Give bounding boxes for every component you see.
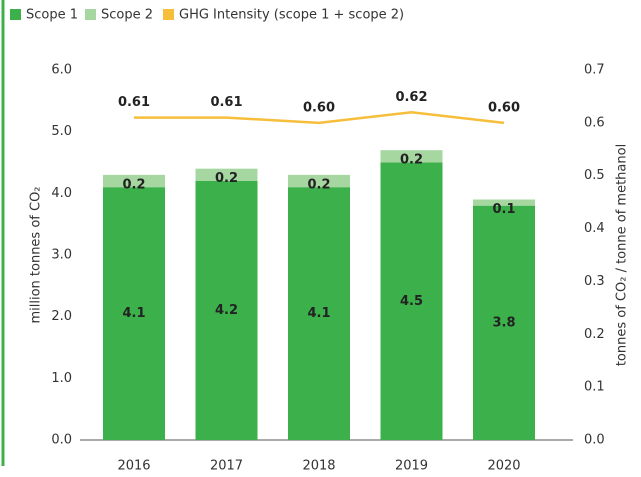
data-label: 0.2 bbox=[215, 171, 238, 186]
legend-swatch bbox=[163, 9, 174, 20]
x-tick-label: 2018 bbox=[302, 459, 335, 474]
y-tick-label: 1.0 bbox=[51, 371, 72, 386]
y2-tick-label: 0.7 bbox=[584, 63, 605, 78]
y-tick-label: 6.0 bbox=[51, 63, 72, 78]
legend-label: Scope 2 bbox=[101, 8, 153, 23]
y-tick-label: 5.0 bbox=[51, 124, 72, 139]
data-label: 0.61 bbox=[118, 95, 150, 110]
data-label: 0.62 bbox=[395, 90, 427, 105]
data-label: 0.2 bbox=[400, 153, 423, 168]
y-tick-label: 3.0 bbox=[51, 248, 72, 263]
y2-tick-label: 0.5 bbox=[584, 168, 605, 183]
y-tick-label: 0.0 bbox=[51, 433, 72, 448]
data-label: 0.1 bbox=[492, 202, 515, 217]
bar-segment bbox=[195, 168, 258, 181]
data-label: 0.2 bbox=[122, 177, 145, 192]
y2-axis-label: tonnes of CO₂ / tonne of methanol bbox=[615, 144, 630, 366]
x-tick-label: 2016 bbox=[117, 459, 150, 474]
bar-segment bbox=[380, 162, 443, 440]
line bbox=[134, 111, 505, 125]
bar-segment bbox=[473, 199, 535, 206]
legend-swatch bbox=[10, 9, 21, 20]
y2-tick-label: 0.6 bbox=[584, 115, 605, 130]
y2-tick-label: 0.1 bbox=[584, 380, 605, 395]
bar-segment bbox=[103, 174, 165, 188]
data-label: 0.61 bbox=[210, 95, 242, 110]
y-tick-label: 4.0 bbox=[51, 186, 72, 201]
data-label: 4.1 bbox=[122, 306, 145, 321]
y-axis-label: million tonnes of CO₂ bbox=[29, 186, 44, 323]
bar-segment bbox=[380, 150, 443, 163]
bar-segment bbox=[103, 187, 165, 440]
data-label: 0.2 bbox=[307, 177, 330, 192]
data-label: 4.5 bbox=[400, 294, 423, 309]
y2-tick-label: 0.4 bbox=[584, 221, 605, 236]
legend-label: Scope 1 bbox=[26, 8, 78, 23]
bar-segment bbox=[288, 174, 350, 188]
y2-tick-label: 0.2 bbox=[584, 327, 605, 342]
data-label: 0.60 bbox=[488, 100, 520, 115]
legend-swatch bbox=[85, 9, 96, 20]
x-tick-label: 2017 bbox=[210, 459, 243, 474]
y2-tick-label: 0.3 bbox=[584, 274, 605, 289]
data-label: 3.8 bbox=[492, 315, 515, 330]
bar-segment bbox=[473, 205, 535, 440]
x-tick-label: 2020 bbox=[487, 459, 520, 474]
bar-segment bbox=[195, 181, 258, 440]
legend-label: GHG Intensity (scope 1 + scope 2) bbox=[179, 8, 404, 23]
y-tick-label: 2.0 bbox=[51, 309, 72, 324]
data-label: 4.2 bbox=[215, 303, 238, 318]
data-label: 0.60 bbox=[303, 100, 335, 115]
x-tick-label: 2019 bbox=[395, 459, 428, 474]
bar-segment bbox=[288, 187, 350, 440]
data-label: 4.1 bbox=[307, 306, 330, 321]
y2-tick-label: 0.0 bbox=[584, 433, 605, 448]
